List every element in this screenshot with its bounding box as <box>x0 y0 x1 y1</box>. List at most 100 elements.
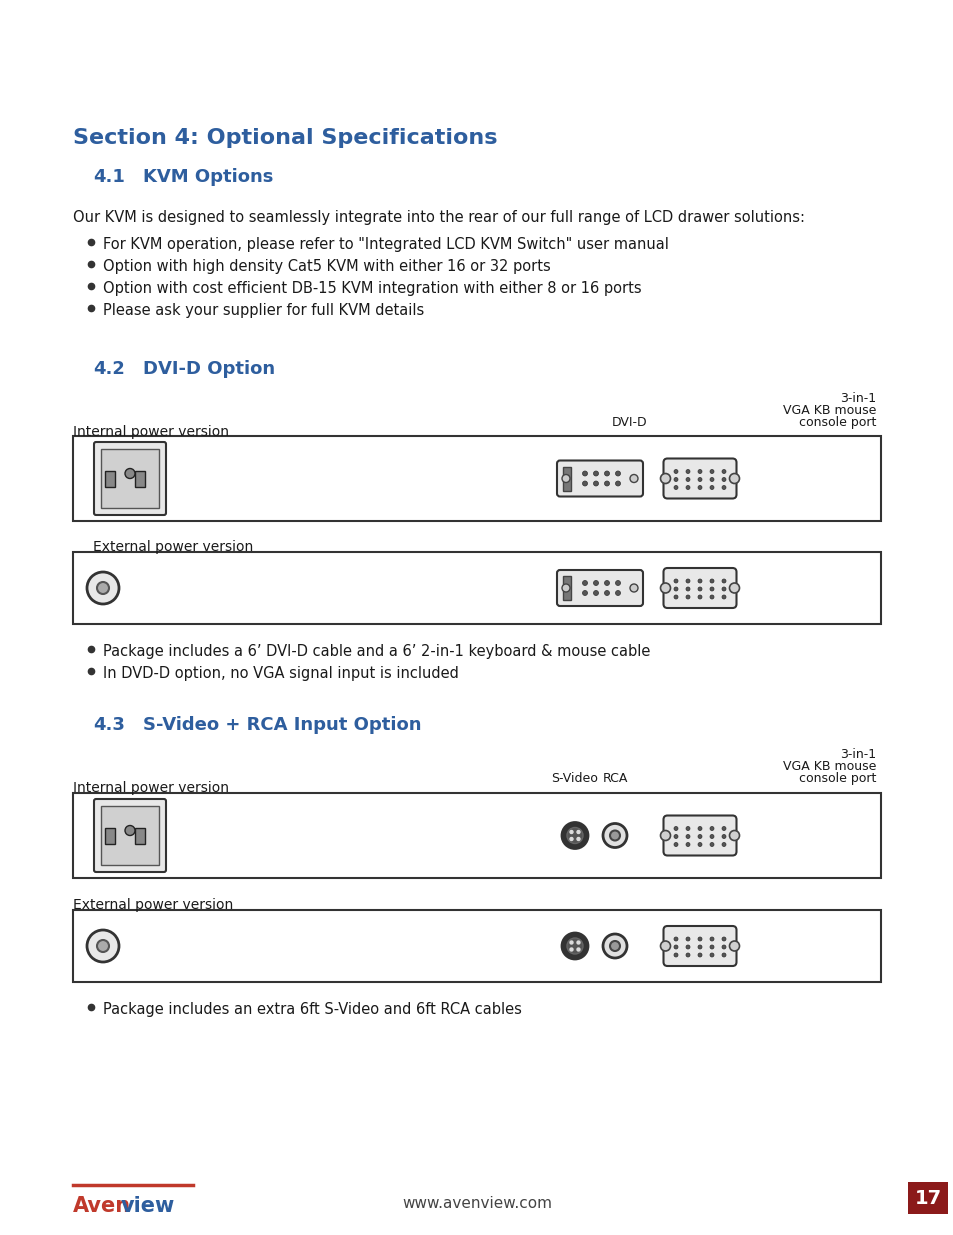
Circle shape <box>709 842 713 846</box>
Circle shape <box>698 469 701 473</box>
Circle shape <box>673 469 678 473</box>
Circle shape <box>577 837 579 841</box>
Circle shape <box>659 583 670 593</box>
FancyBboxPatch shape <box>662 815 736 856</box>
Circle shape <box>561 932 587 960</box>
Circle shape <box>566 827 582 844</box>
Bar <box>73 910 880 982</box>
Circle shape <box>593 580 598 585</box>
Circle shape <box>615 580 619 585</box>
Text: Section 4: Optional Specifications: Section 4: Optional Specifications <box>73 128 497 148</box>
Circle shape <box>709 826 713 830</box>
Bar <box>73 793 880 878</box>
Circle shape <box>685 478 689 482</box>
Circle shape <box>577 948 579 951</box>
FancyBboxPatch shape <box>101 450 159 508</box>
Circle shape <box>593 471 598 475</box>
Text: view: view <box>121 1195 175 1216</box>
Circle shape <box>569 948 573 951</box>
Circle shape <box>685 469 689 473</box>
Circle shape <box>709 595 713 599</box>
Text: Package includes an extra 6ft S-Video and 6ft RCA cables: Package includes an extra 6ft S-Video an… <box>103 1002 521 1016</box>
Circle shape <box>582 480 587 487</box>
Text: 17: 17 <box>914 1188 941 1208</box>
Circle shape <box>685 842 689 846</box>
Circle shape <box>709 937 713 941</box>
Text: External power version: External power version <box>92 540 253 555</box>
Text: console port: console port <box>798 416 875 429</box>
Circle shape <box>582 580 587 585</box>
Circle shape <box>709 587 713 592</box>
Text: S-Video: S-Video <box>551 772 598 785</box>
Circle shape <box>729 941 739 951</box>
Text: For KVM operation, please refer to "Integrated LCD KVM Switch" user manual: For KVM operation, please refer to "Inte… <box>103 237 668 252</box>
Circle shape <box>569 830 573 834</box>
Circle shape <box>615 471 619 475</box>
Text: 4.3: 4.3 <box>92 716 125 734</box>
Circle shape <box>721 579 725 583</box>
Circle shape <box>698 937 701 941</box>
Circle shape <box>609 941 619 951</box>
Text: Internal power version: Internal power version <box>73 781 229 795</box>
Text: Aven: Aven <box>73 1195 131 1216</box>
Circle shape <box>673 937 678 941</box>
Circle shape <box>659 830 670 841</box>
Circle shape <box>709 485 713 489</box>
Circle shape <box>97 940 109 952</box>
Text: DVI-D Option: DVI-D Option <box>143 359 274 378</box>
Circle shape <box>729 830 739 841</box>
Circle shape <box>698 478 701 482</box>
Circle shape <box>673 835 678 839</box>
FancyBboxPatch shape <box>557 461 642 496</box>
Circle shape <box>673 478 678 482</box>
Text: In DVD-D option, no VGA signal input is included: In DVD-D option, no VGA signal input is … <box>103 666 458 680</box>
Circle shape <box>125 825 135 836</box>
Circle shape <box>569 837 573 841</box>
Circle shape <box>673 953 678 957</box>
Circle shape <box>566 939 582 953</box>
Circle shape <box>685 835 689 839</box>
Circle shape <box>569 941 573 944</box>
Bar <box>73 552 880 624</box>
Text: KVM Options: KVM Options <box>143 168 274 186</box>
Circle shape <box>721 953 725 957</box>
Circle shape <box>729 583 739 593</box>
Text: Internal power version: Internal power version <box>73 425 229 438</box>
Circle shape <box>709 945 713 948</box>
Circle shape <box>685 595 689 599</box>
Circle shape <box>698 485 701 489</box>
Circle shape <box>673 485 678 489</box>
Circle shape <box>721 478 725 482</box>
Circle shape <box>593 590 598 595</box>
Text: 4.2: 4.2 <box>92 359 125 378</box>
Circle shape <box>602 934 626 958</box>
Circle shape <box>673 579 678 583</box>
Circle shape <box>721 937 725 941</box>
Text: DVI-D: DVI-D <box>612 416 647 429</box>
Circle shape <box>698 579 701 583</box>
Circle shape <box>685 945 689 948</box>
Circle shape <box>97 582 109 594</box>
Circle shape <box>698 835 701 839</box>
Text: 3-in-1: 3-in-1 <box>839 391 875 405</box>
Circle shape <box>685 587 689 592</box>
Circle shape <box>609 830 619 841</box>
FancyBboxPatch shape <box>94 799 166 872</box>
Circle shape <box>659 941 670 951</box>
Text: Option with high density Cat5 KVM with either 16 or 32 ports: Option with high density Cat5 KVM with e… <box>103 259 550 274</box>
Text: Package includes a 6’ DVI-D cable and a 6’ 2-in-1 keyboard & mouse cable: Package includes a 6’ DVI-D cable and a … <box>103 643 650 659</box>
Circle shape <box>721 469 725 473</box>
Circle shape <box>577 830 579 834</box>
Circle shape <box>721 826 725 830</box>
Circle shape <box>709 579 713 583</box>
Circle shape <box>685 937 689 941</box>
Bar <box>135 827 145 844</box>
Circle shape <box>561 823 587 848</box>
Circle shape <box>721 835 725 839</box>
Circle shape <box>709 953 713 957</box>
Circle shape <box>698 587 701 592</box>
Circle shape <box>721 485 725 489</box>
Bar <box>105 827 115 844</box>
Bar <box>105 471 115 487</box>
Circle shape <box>615 590 619 595</box>
